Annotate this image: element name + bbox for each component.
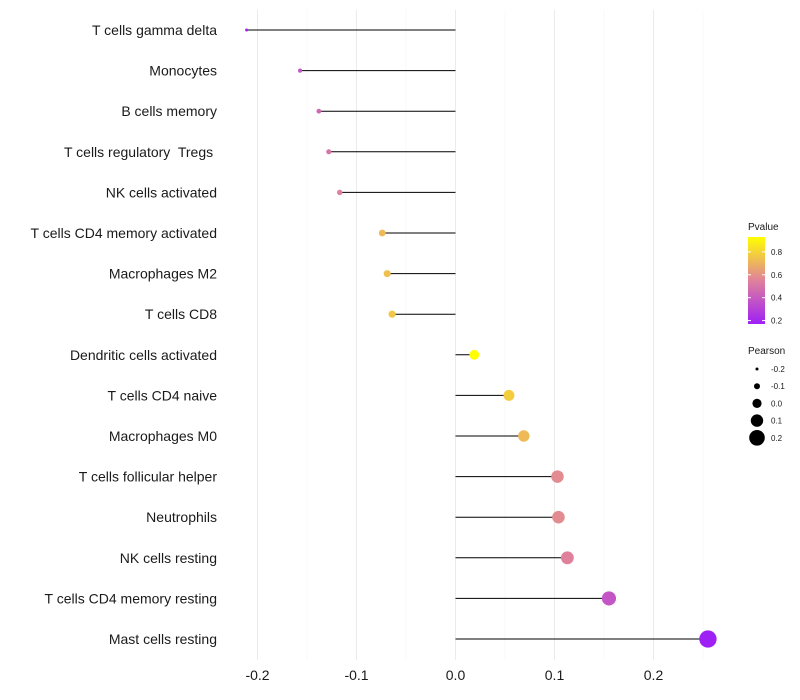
data-point [503, 389, 515, 401]
category-label: B cells memory [121, 103, 217, 119]
x-tick-label: 0.2 [644, 667, 664, 683]
grid-lines [257, 10, 704, 660]
pearson-legend-title: Pearson [748, 346, 785, 357]
pearson-legend-key [750, 414, 764, 427]
category-label: T cells regulatory Tregs [64, 144, 217, 160]
category-label: T cells gamma delta [92, 22, 217, 38]
x-tick-label: 0.0 [446, 667, 466, 683]
data-point [383, 270, 391, 278]
pearson-legend-label: 0.1 [771, 417, 783, 426]
data-point [469, 349, 480, 360]
pvalue-legend-tick: 0.2 [771, 317, 783, 326]
lollipop-points [245, 28, 717, 648]
x-tick-label: 0.1 [545, 667, 565, 683]
category-label: T cells CD8 [145, 306, 217, 322]
x-tick-label: -0.2 [245, 667, 269, 683]
data-point [560, 551, 574, 565]
pearson-legend-key [752, 398, 762, 408]
pvalue-legend-title: Pvalue [748, 222, 779, 233]
data-point [388, 310, 396, 318]
category-label: T cells CD4 memory activated [31, 225, 217, 241]
data-point [601, 591, 617, 606]
category-label: NK cells resting [120, 550, 217, 566]
category-label: Dendritic cells activated [70, 347, 217, 363]
pearson-legend-label: 0.2 [771, 434, 783, 443]
pearson-legend-label: -0.2 [771, 365, 785, 374]
x-tick-label: -0.1 [344, 667, 368, 683]
data-point [326, 149, 332, 155]
pearson-legend-key [755, 367, 759, 371]
lollipop-stems [246, 29, 708, 640]
pvalue-colorbar [748, 237, 765, 324]
category-label: Monocytes [149, 63, 217, 79]
pvalue-legend: Pvalue 0.2 0.4 0.6 0.8 [748, 222, 783, 326]
category-label: Macrophages M0 [109, 428, 217, 444]
pearson-legend-label: -0.1 [771, 382, 785, 391]
pvalue-legend-tick: 0.8 [771, 248, 783, 257]
category-label: T cells CD4 naive [108, 387, 218, 403]
category-label: T cells follicular helper [79, 469, 218, 485]
data-point [336, 189, 343, 196]
data-point [378, 229, 386, 237]
pearson-legend: Pearson -0.2 -0.1 0.0 0.1 0.2 [748, 346, 785, 446]
pearson-legend-label: 0.0 [771, 399, 783, 408]
data-point [316, 108, 322, 114]
pvalue-legend-tick: 0.4 [771, 294, 783, 303]
pearson-legend-key [749, 430, 765, 446]
data-point [552, 510, 565, 524]
pvalue-legend-tick: 0.6 [771, 271, 783, 280]
x-axis-ticks: -0.2 -0.1 0.0 0.1 0.2 [245, 667, 663, 683]
category-label: Macrophages M2 [109, 266, 217, 282]
data-point [297, 68, 303, 73]
category-label: T cells CD4 memory resting [45, 590, 217, 606]
category-label: Neutrophils [146, 509, 217, 525]
data-point [551, 470, 564, 483]
data-point [699, 630, 717, 648]
data-point [518, 430, 530, 442]
pearson-legend-key [754, 383, 760, 390]
y-axis-labels: T cells gamma delta Monocytes B cells memo… [31, 22, 218, 647]
category-label: NK cells activated [106, 184, 217, 200]
category-label: Mast cells resting [109, 631, 217, 647]
data-point [245, 28, 249, 32]
